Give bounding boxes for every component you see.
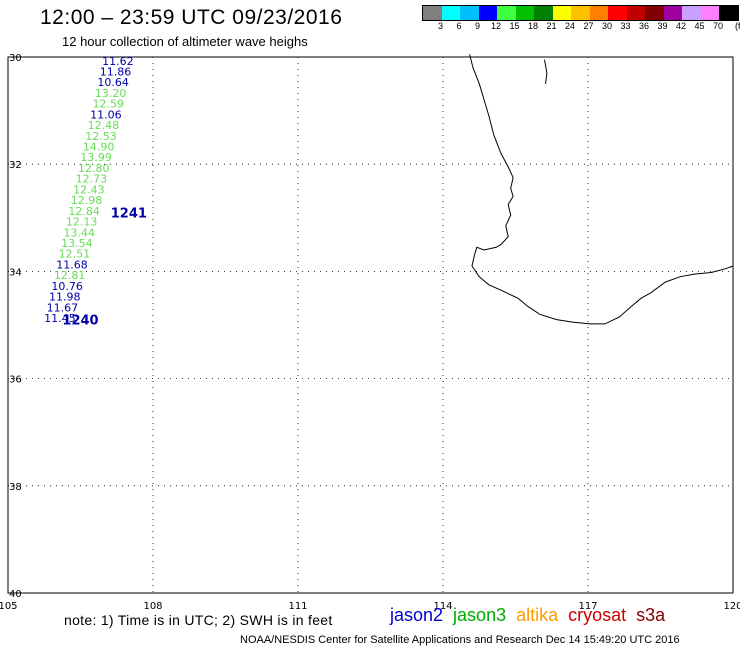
map-frame bbox=[7, 56, 734, 594]
wave-height-value: 10.64 bbox=[97, 76, 129, 89]
map-title: 12:00 – 23:59 UTC 09/23/2016 bbox=[40, 6, 343, 29]
legend-swatch bbox=[571, 6, 590, 20]
coastline-path bbox=[469, 54, 734, 325]
legend-label: 33 bbox=[620, 21, 631, 31]
wave-height-value: 14.90 bbox=[83, 141, 115, 154]
legend-swatch bbox=[497, 6, 516, 20]
wave-height-value: 11.67 bbox=[47, 301, 79, 314]
lon-tick-label: 105 bbox=[0, 601, 18, 612]
legend-swatch bbox=[608, 6, 627, 20]
wave-height-value: 13.44 bbox=[64, 226, 96, 239]
coastline bbox=[469, 54, 734, 325]
legend-label: 27 bbox=[583, 21, 594, 31]
legend-swatch bbox=[719, 6, 738, 20]
wave-height-value: 12.80 bbox=[78, 162, 110, 175]
lon-tick-label: 114 bbox=[433, 601, 452, 612]
legend-label: 12 bbox=[490, 21, 502, 31]
wave-height-value: 12.59 bbox=[93, 98, 125, 111]
wave-height-value: 12.13 bbox=[66, 216, 98, 229]
wave-height-value: 12.43 bbox=[73, 183, 105, 196]
legend-label: 30 bbox=[601, 21, 613, 31]
lon-tick-label: 111 bbox=[288, 601, 307, 612]
wave-height-value: 12.81 bbox=[54, 269, 86, 282]
wave-height-value: 11.68 bbox=[56, 258, 88, 271]
lat-tick-label: 36 bbox=[9, 375, 22, 386]
legend-label: 45 bbox=[694, 21, 705, 31]
legend-swatch bbox=[626, 6, 645, 20]
legend-label: 9 bbox=[474, 21, 481, 31]
wave-height-value: 12.51 bbox=[59, 248, 91, 261]
lon-tick-label: 108 bbox=[143, 601, 162, 612]
lat-tick-label: 34 bbox=[9, 267, 22, 278]
legend-swatch bbox=[478, 6, 497, 20]
legend-label: 3 bbox=[437, 21, 444, 31]
legend-label: 21 bbox=[546, 21, 557, 31]
legend-label: (ft) bbox=[735, 21, 740, 31]
map-grid bbox=[7, 56, 734, 594]
wave-height-value: 13.54 bbox=[61, 237, 93, 250]
wave-height-value: 12.84 bbox=[68, 205, 100, 218]
satellite-altika: altika bbox=[516, 605, 559, 625]
satellite-jason3: jason3 bbox=[453, 605, 507, 625]
satellite-jason2: jason2 bbox=[390, 605, 444, 625]
wave-height-value: 13.99 bbox=[80, 151, 112, 164]
legend-swatch bbox=[700, 6, 719, 20]
wave-height-value: 12.48 bbox=[88, 119, 120, 132]
credit-line: NOAA/NESDIS Center for Satellite Applica… bbox=[240, 634, 680, 646]
map-subtitle: 12 hour collection of altimeter wave hei… bbox=[62, 34, 308, 49]
island-path bbox=[544, 59, 548, 84]
legend-label: 6 bbox=[456, 21, 462, 31]
wave-height-value: 12.53 bbox=[85, 130, 117, 143]
satellite-cryosat: cryosat bbox=[568, 605, 627, 625]
wave-height-value: 11.62 bbox=[102, 55, 134, 68]
wave-height-value: 11.86 bbox=[100, 65, 132, 78]
wave-height-value: 10.76 bbox=[51, 280, 83, 293]
pass-number-label: 1240 bbox=[62, 314, 98, 329]
legend-label: 18 bbox=[527, 21, 539, 31]
pass-number-label: 1241 bbox=[111, 206, 147, 221]
legend-swatch bbox=[682, 6, 701, 20]
wave-height-value: 11.98 bbox=[49, 291, 81, 304]
legend-swatch bbox=[552, 6, 571, 20]
legend-swatch bbox=[515, 6, 534, 20]
satellite-legend: jason2 jason3 altika cryosat s3a bbox=[390, 605, 665, 626]
wave-height-value: 12.98 bbox=[71, 194, 103, 207]
legend-swatch bbox=[589, 6, 608, 20]
lat-tick-label: 38 bbox=[9, 482, 22, 493]
footer-note: note: 1) Time is in UTC; 2) SWH is in fe… bbox=[64, 612, 333, 628]
wave-height-value: 12.73 bbox=[76, 173, 108, 186]
legend-swatch bbox=[645, 6, 664, 20]
legend-label: 15 bbox=[509, 21, 520, 31]
legend-label: 39 bbox=[657, 21, 668, 31]
lon-tick-label: 117 bbox=[578, 601, 597, 612]
lat-tick-label: 30 bbox=[9, 53, 22, 64]
wave-height-value: 11.45 bbox=[44, 312, 76, 325]
legend-swatch bbox=[441, 6, 460, 20]
legend-swatch bbox=[423, 6, 442, 20]
lon-tick-label: 120 bbox=[723, 601, 740, 612]
legend-label: 36 bbox=[638, 21, 650, 31]
legend-label: 70 bbox=[712, 21, 724, 31]
satellite-s3a: s3a bbox=[636, 605, 666, 625]
legend-swatch bbox=[663, 6, 682, 20]
legend-label: 42 bbox=[675, 21, 687, 31]
lat-tick-label: 32 bbox=[9, 160, 22, 171]
color-scale-legend bbox=[422, 5, 739, 21]
legend-swatch bbox=[460, 6, 479, 20]
legend-swatch bbox=[534, 6, 553, 20]
wave-height-value: 13.20 bbox=[95, 87, 127, 100]
lat-tick-label: 40 bbox=[9, 589, 22, 600]
wave-height-value: 11.06 bbox=[90, 108, 122, 121]
observations-layer: 11.6211.8610.6413.2012.5911.0612.4812.53… bbox=[44, 55, 147, 329]
legend-label: 24 bbox=[564, 21, 576, 31]
